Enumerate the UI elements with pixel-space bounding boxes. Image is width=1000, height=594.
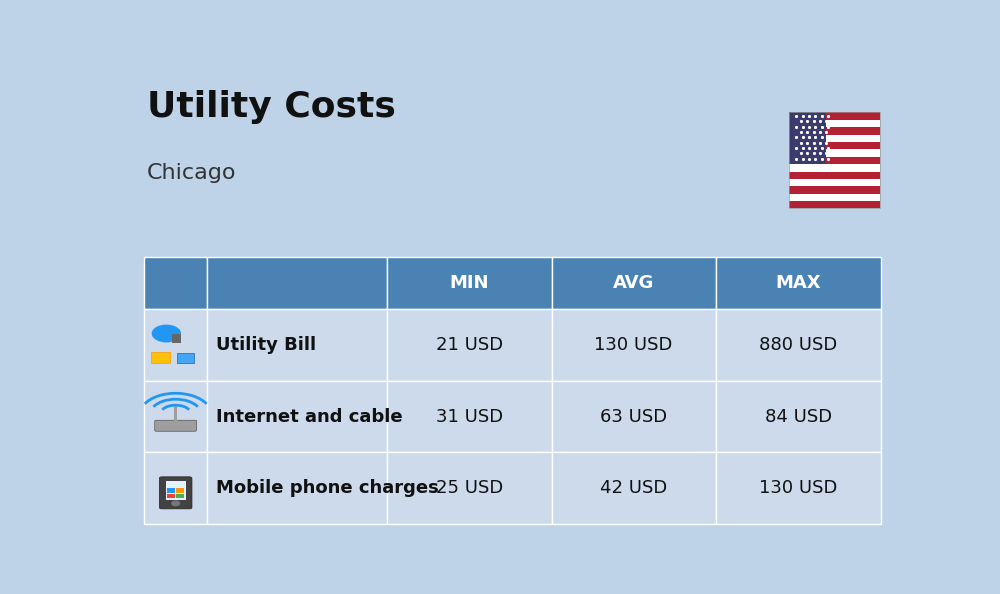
- Bar: [552, 381, 716, 453]
- Bar: [789, 127, 880, 135]
- Bar: [387, 309, 552, 381]
- Bar: [789, 120, 880, 127]
- Bar: [387, 257, 552, 309]
- Bar: [387, 381, 552, 453]
- Bar: [789, 179, 880, 187]
- Text: 63 USD: 63 USD: [600, 407, 667, 426]
- Text: MIN: MIN: [450, 274, 489, 292]
- Bar: [207, 309, 387, 381]
- Bar: [789, 112, 826, 164]
- Bar: [789, 142, 880, 149]
- Bar: [387, 453, 552, 524]
- Text: Chicago: Chicago: [147, 163, 236, 183]
- Bar: [716, 381, 881, 453]
- Bar: [176, 494, 184, 498]
- Bar: [716, 309, 881, 381]
- Bar: [789, 112, 880, 208]
- Text: Mobile phone charges: Mobile phone charges: [216, 479, 439, 497]
- Bar: [207, 257, 387, 309]
- Bar: [789, 201, 880, 208]
- Text: 84 USD: 84 USD: [765, 407, 832, 426]
- Bar: [552, 309, 716, 381]
- Bar: [166, 481, 186, 500]
- Bar: [716, 257, 881, 309]
- Text: 130 USD: 130 USD: [594, 336, 673, 354]
- Bar: [167, 488, 175, 493]
- Bar: [151, 352, 170, 364]
- Text: AVG: AVG: [613, 274, 654, 292]
- Bar: [789, 157, 880, 164]
- Bar: [207, 381, 387, 453]
- Text: 31 USD: 31 USD: [436, 407, 503, 426]
- Bar: [789, 164, 880, 172]
- Bar: [789, 187, 880, 194]
- Bar: [789, 149, 880, 157]
- Bar: [207, 453, 387, 524]
- Text: 25 USD: 25 USD: [436, 479, 503, 497]
- Bar: [144, 381, 207, 453]
- Text: Utility Bill: Utility Bill: [216, 336, 316, 354]
- Bar: [172, 334, 181, 343]
- FancyBboxPatch shape: [159, 477, 192, 509]
- Bar: [167, 494, 175, 498]
- Bar: [174, 405, 177, 421]
- Bar: [552, 453, 716, 524]
- Bar: [144, 453, 207, 524]
- Text: 880 USD: 880 USD: [759, 336, 837, 354]
- Bar: [789, 172, 880, 179]
- Bar: [789, 135, 880, 142]
- Text: 21 USD: 21 USD: [436, 336, 503, 354]
- FancyBboxPatch shape: [155, 421, 197, 431]
- Bar: [177, 353, 194, 364]
- Bar: [144, 257, 207, 309]
- Text: 42 USD: 42 USD: [600, 479, 667, 497]
- Bar: [789, 194, 880, 201]
- Circle shape: [152, 326, 180, 342]
- Bar: [144, 309, 207, 381]
- Text: Utility Costs: Utility Costs: [147, 90, 396, 124]
- Circle shape: [172, 501, 180, 505]
- Text: 130 USD: 130 USD: [759, 479, 837, 497]
- Bar: [176, 488, 184, 493]
- Text: Internet and cable: Internet and cable: [216, 407, 403, 426]
- Bar: [552, 257, 716, 309]
- Text: MAX: MAX: [775, 274, 821, 292]
- Bar: [789, 112, 880, 120]
- Bar: [716, 453, 881, 524]
